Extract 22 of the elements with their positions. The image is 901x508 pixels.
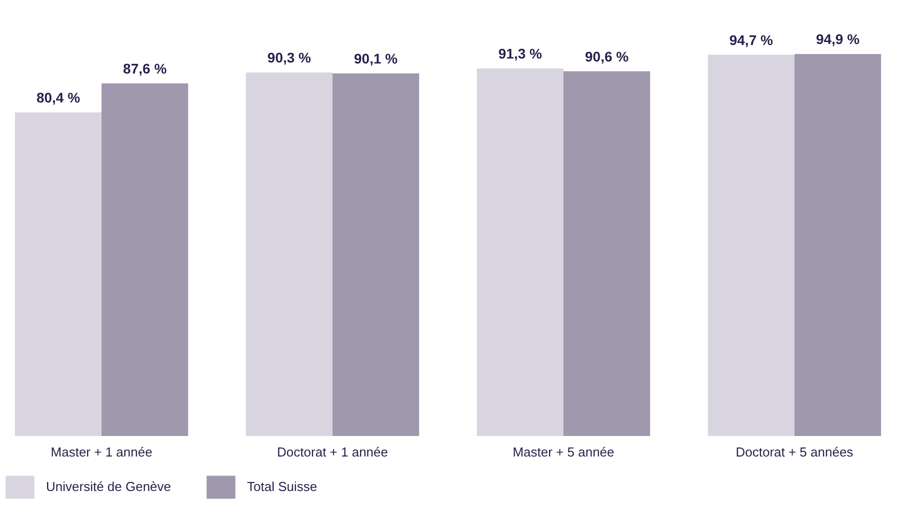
bar (476, 68, 564, 436)
data-label: 91,3 % (498, 45, 543, 62)
bar (708, 54, 794, 436)
data-label: 94,9 % (816, 31, 860, 47)
x-tick-label: Doctorat + 5 années (736, 444, 854, 460)
x-tick-label: Doctorat + 1 année (277, 444, 388, 460)
bar (794, 54, 882, 436)
bar (102, 83, 188, 436)
data-label: 90,6 % (584, 48, 630, 64)
bar (246, 72, 333, 436)
data-label: 94,7 % (729, 32, 774, 48)
legend-label: Université de Genève (46, 479, 172, 494)
data-label: 90,3 % (267, 50, 312, 66)
bar (332, 73, 420, 436)
legend-label: Total Suisse (247, 479, 318, 494)
bar (14, 112, 102, 436)
data-label: 90,1 % (354, 50, 398, 66)
data-label: 87,6 % (123, 60, 168, 76)
bar (563, 71, 650, 436)
x-tick-label: Master + 1 année (50, 444, 152, 460)
data-label: 80,4 % (36, 89, 81, 106)
x-tick-label: Master + 5 année (512, 444, 614, 460)
